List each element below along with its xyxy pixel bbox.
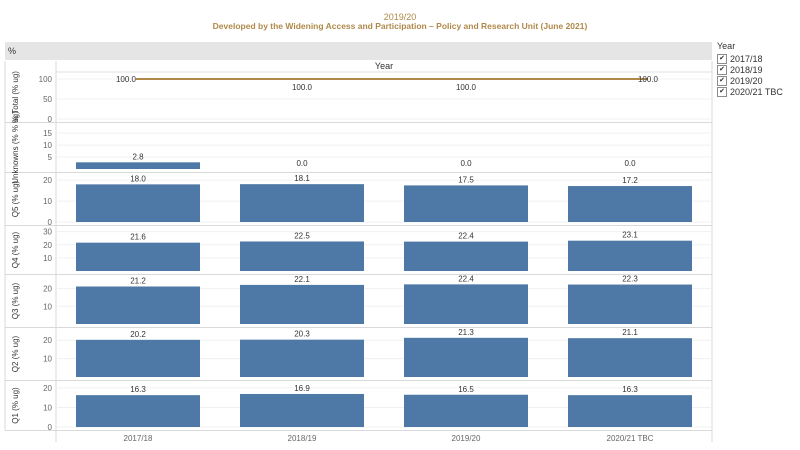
legend-item-2019-20[interactable]: ✔ 2019/20 [717,75,783,86]
panel-label: Q3 (% ug) [11,282,20,319]
data-label: 21.1 [622,328,638,337]
y-tick-label: 10 [43,403,52,412]
checkbox-icon[interactable]: ✔ [717,75,727,86]
y-tick-label: 20 [43,241,52,250]
bar [240,284,364,324]
bar [404,394,528,427]
y-tick-label: 10 [43,254,52,263]
bar [76,162,200,169]
data-label: 22.4 [458,232,474,241]
data-label: 20.3 [294,330,310,339]
data-label: 18.0 [130,174,146,183]
legend-title: Year [717,41,736,51]
legend-item-label: 2020/21 TBC [730,86,783,97]
data-label: 21.6 [130,233,146,242]
bar [404,337,528,377]
bar [404,284,528,324]
bar [568,240,692,271]
panel-label: Unknowns (% % ug) [11,111,20,184]
data-label: 16.3 [130,385,146,394]
panel-label: % Total (% ug) [11,71,20,123]
y-tick-label: 50 [43,95,52,104]
y-tick-label: 0 [48,218,53,227]
bar [76,184,200,222]
legend: Year ✔ 2017/18 ✔ 2018/19 ✔ 2019/20 ✔ 202… [717,41,783,97]
data-label: 0.0 [624,159,636,168]
data-label: 21.2 [130,276,146,285]
column-header-label: Year [375,61,393,71]
legend-item-2020-21-tbc[interactable]: ✔ 2020/21 TBC [717,86,783,97]
y-tick-label: 10 [43,355,52,364]
y-tick-label: 10 [43,197,52,206]
data-label: 22.1 [294,275,310,284]
bar [568,338,692,377]
legend-item-label: 2017/18 [730,53,763,64]
y-tick-label: 0 [48,423,53,432]
bar [76,286,200,324]
data-label: 22.4 [458,274,474,283]
data-label: 100.0 [456,83,477,92]
bar [404,241,528,271]
data-label: 100.0 [116,75,137,84]
y-tick-label: 0 [48,115,53,124]
data-label: 22.5 [294,231,310,240]
bar [240,339,364,377]
bar [568,395,692,427]
y-tick-label: 10 [43,302,52,311]
data-label: 16.5 [458,385,474,394]
checkbox-icon[interactable]: ✔ [717,86,727,97]
panel-label: Q4 (% ug) [11,231,20,268]
y-tick-label: 5 [48,153,53,162]
legend-item-label: 2019/20 [730,75,763,86]
checkbox-icon[interactable]: ✔ [717,64,727,75]
data-label: 16.9 [294,384,310,393]
panel-label: Q2 (% ug) [11,335,20,372]
y-tick-label: 20 [43,336,52,345]
bar [76,242,200,271]
data-label: 0.0 [296,159,308,168]
bar [240,393,364,427]
bar [76,395,200,427]
x-tick-label: 2018/19 [288,434,317,443]
bar [404,185,528,222]
legend-item-2017-18[interactable]: ✔ 2017/18 [717,53,783,64]
y-tick-label: 20 [43,176,52,185]
data-label: 16.3 [622,385,638,394]
x-tick-label: 2017/18 [124,434,153,443]
panel-label: Q1 (% ug) [11,387,20,424]
data-label: 17.2 [622,176,638,185]
panel-label: Q5 (% ug) [11,180,20,217]
bar [240,241,364,271]
percent-header-bar: % [5,42,712,60]
y-tick-label: 20 [43,384,52,393]
data-label: 100.0 [638,75,659,84]
legend-item-2018-19[interactable]: ✔ 2018/19 [717,64,783,75]
data-label: 100.0 [292,83,313,92]
data-label: 0.0 [460,159,472,168]
data-label: 17.5 [458,175,474,184]
y-tick-label: 10 [43,141,52,150]
data-label: 23.1 [622,231,638,240]
data-label: 21.3 [458,328,474,337]
y-tick-label: 20 [43,285,52,294]
x-tick-label: 2019/20 [452,434,481,443]
y-tick-label: 100 [39,75,53,84]
y-tick-label: 30 [43,228,52,237]
y-tick-label: 15 [43,129,52,138]
bar [76,339,200,377]
data-label: 22.3 [622,275,638,284]
percent-label: % [8,46,17,56]
bar [240,184,364,222]
x-tick-label: 2020/21 TBC [607,434,654,443]
bar [568,186,692,222]
legend-item-label: 2018/19 [730,64,763,75]
chart-subtitle: Developed by the Widening Access and Par… [212,21,588,31]
data-label: 18.1 [294,174,310,183]
data-label: 20.2 [130,330,146,339]
checkbox-icon[interactable]: ✔ [717,53,727,64]
chart-title: 2019/20 [383,12,417,22]
data-label: 2.8 [132,152,144,161]
bar [568,284,692,324]
